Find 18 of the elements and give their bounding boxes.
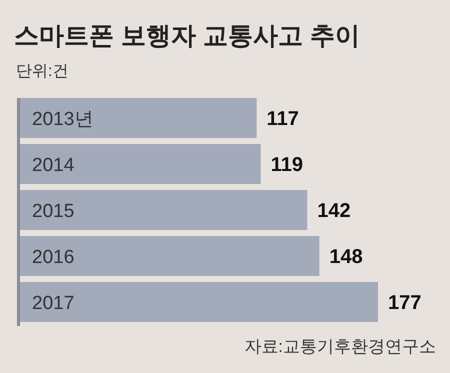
bar (20, 236, 320, 276)
y-tick-label: 2015 (32, 201, 74, 222)
bar (20, 144, 261, 184)
data-label: 142 (317, 200, 351, 222)
bar (20, 98, 257, 138)
chart-subtitle: 단위:건 (16, 63, 68, 80)
y-tick-label: 2014 (32, 155, 75, 176)
data-label: 148 (329, 246, 363, 268)
y-tick-label: 2016 (32, 247, 74, 268)
data-label: 119 (270, 154, 303, 176)
bar (20, 190, 308, 230)
y-tick-label: 2013년 (32, 109, 94, 130)
text: 자료:교통기후환경연구소 (244, 337, 436, 356)
data-label: 117 (266, 108, 299, 130)
chart-title: 스마트폰 보행자 교통사고 추이 (14, 22, 360, 50)
y-tick-label: 2017 (32, 293, 74, 314)
bar (20, 282, 378, 322)
data-label: 177 (388, 292, 422, 314)
